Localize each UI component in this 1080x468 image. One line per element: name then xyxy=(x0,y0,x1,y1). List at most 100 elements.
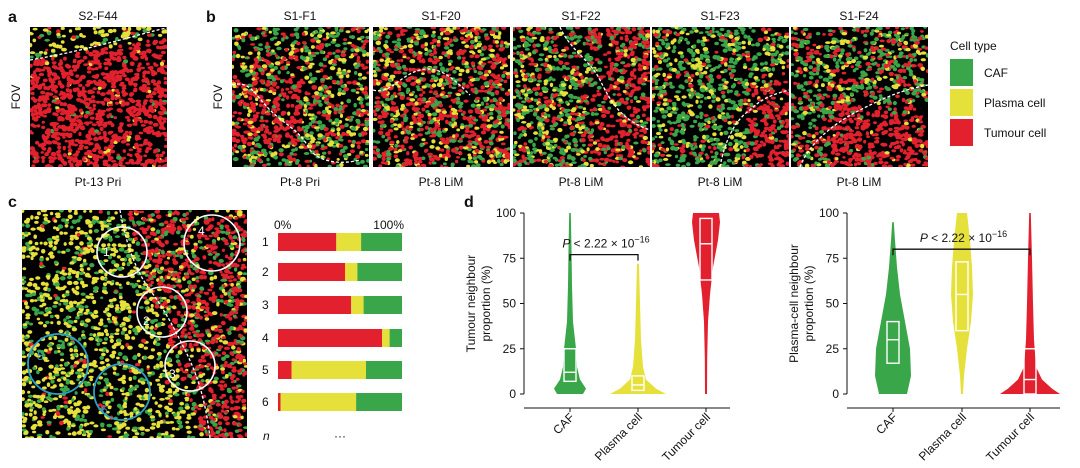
bar-segment-caf xyxy=(361,233,402,251)
neighbourhood-composition-bars: 1 2 3 4 5 6 xyxy=(262,233,402,411)
bar-segment-caf xyxy=(366,361,402,379)
panel-a-title: S2-F44 xyxy=(78,9,118,23)
tumour-boundary-line xyxy=(232,83,361,163)
fov-cells xyxy=(513,27,650,167)
bar-segment-tumour xyxy=(278,393,281,411)
violin-caf xyxy=(875,222,911,394)
box-iqr xyxy=(1023,348,1037,395)
p-value-label: P < 2.22 × 10−16 xyxy=(920,229,1007,245)
violin-plasma-cell xyxy=(610,263,666,394)
fov-image-s1-f24 xyxy=(791,27,928,167)
fov-image-s1-f1 xyxy=(232,27,369,167)
bar-row-label: 3 xyxy=(262,298,269,312)
panel-a-caption: Pt-13 Pri xyxy=(75,175,122,189)
neighbourhood-circle-5 xyxy=(27,333,89,395)
bar-segment-caf xyxy=(363,296,402,314)
fov-caption-2: Pt-8 LiM xyxy=(419,175,464,189)
fov-image-s1-f23 xyxy=(652,27,789,167)
bar-segment-plasma xyxy=(351,296,364,314)
bar-segment-tumour xyxy=(278,233,337,251)
neighbourhood-circle-6 xyxy=(93,363,151,421)
violin-chart-tumour-neighbour: 0 25 50 75 100 Tumour neighbourproportion (%)… xyxy=(464,206,730,464)
neighbourhood-circle-3 xyxy=(164,340,216,392)
panel-letter-b: b xyxy=(206,9,216,26)
bar-segment-plasma xyxy=(345,263,358,281)
circle-label-2: 2 xyxy=(143,314,150,328)
legend-swatch-caf xyxy=(950,59,973,86)
tumour-boundary-line xyxy=(559,27,650,131)
x-tick-label: CAF xyxy=(873,410,900,437)
y-tick-label: 25 xyxy=(503,342,517,356)
legend-label-caf: CAF xyxy=(984,66,1008,80)
bar-row-label: 6 xyxy=(262,395,269,409)
fov-cells xyxy=(232,27,369,167)
bar-segment-tumour xyxy=(278,296,352,314)
legend-swatch-plasma xyxy=(950,89,973,116)
neighbourhood-circle-1 xyxy=(96,226,148,278)
bar-segment-plasma xyxy=(280,393,357,411)
fov-cells xyxy=(652,27,789,167)
fov-caption-5: Pt-8 LiM xyxy=(837,175,882,189)
x-tick-label: Plasma cell xyxy=(916,410,969,463)
legend-label-tumour: Tumour cell xyxy=(984,126,1046,140)
y-tick-label: 100 xyxy=(496,206,516,220)
violin-plasma-cell xyxy=(951,213,973,394)
bar-row-label: 1 xyxy=(262,235,269,249)
violin-caf xyxy=(554,213,586,394)
x-tick-label: CAF xyxy=(550,410,577,437)
bars-axis-start: 0% xyxy=(274,218,292,232)
fov-image-s2-f44 xyxy=(30,27,167,167)
circle-label-3: 3 xyxy=(169,367,176,381)
significance-bracket xyxy=(892,248,1031,256)
legend-label-plasma: Plasma cell xyxy=(984,96,1045,110)
x-tick-label: Tumour cell xyxy=(659,410,713,464)
circle-label-1: 1 xyxy=(103,245,110,259)
y-tick-label: 0 xyxy=(509,387,516,401)
fov-title-2: S1-F20 xyxy=(421,9,461,23)
fov-cells xyxy=(791,27,928,167)
legend-swatch-tumour xyxy=(950,119,973,146)
neighbourhood-circles: 1 2 3 4 5 6 xyxy=(27,214,241,421)
bars-ellipsis: ··· xyxy=(334,429,346,443)
panel-b-ylabel: FOV xyxy=(211,85,225,110)
neighbourhood-fov-image xyxy=(22,210,247,438)
box-iqr xyxy=(699,217,713,281)
tumour-boundary-line xyxy=(373,68,471,96)
tumour-boundary-line xyxy=(799,84,928,167)
fov-title-1: S1-F1 xyxy=(284,9,317,23)
y-tick-label: 25 xyxy=(826,342,840,356)
bar-segment-caf xyxy=(356,393,402,411)
bar-segment-tumour xyxy=(278,263,345,281)
circle-label-4: 4 xyxy=(198,224,205,238)
p-value-label: P < 2.22 × 10−16 xyxy=(562,235,649,251)
bar-segment-caf xyxy=(389,329,402,347)
y-tick-label: 75 xyxy=(503,251,517,265)
y-tick-label: 50 xyxy=(503,297,517,311)
y-axis-label: Tumour neighbourproportion (%) xyxy=(464,255,493,353)
bar-row-label: 2 xyxy=(262,265,269,279)
violin-chart-plasma-neighbour: 0 25 50 75 100 Plasma-cell neighbourproportio… xyxy=(787,206,1060,464)
bar-segment-tumour xyxy=(278,361,292,379)
fov-image-s1-f22 xyxy=(513,27,650,167)
significance-bracket xyxy=(569,253,639,261)
panel-letter-d: d xyxy=(464,194,474,211)
x-tick-label: Tumour cell xyxy=(983,410,1037,464)
fov-title-4: S1-F23 xyxy=(700,9,740,23)
bar-segment-plasma xyxy=(291,361,366,379)
legend-title: Cell type xyxy=(950,39,997,53)
violin-tumour-cell xyxy=(692,213,720,394)
cell-type-legend: Cell type CAF Plasma cell Tumour cell xyxy=(950,39,1046,146)
panel-a-ylabel: FOV xyxy=(9,85,23,110)
bars-n-label: n xyxy=(263,429,270,443)
fov-caption-3: Pt-8 LiM xyxy=(559,175,604,189)
bar-row-label: 5 xyxy=(262,363,269,377)
neighbourhood-circle-4 xyxy=(183,214,241,272)
bar-segment-caf xyxy=(357,263,402,281)
y-tick-label: 50 xyxy=(826,297,840,311)
fov-caption-1: Pt-8 Pri xyxy=(280,175,320,189)
bar-segment-plasma xyxy=(336,233,362,251)
bar-row-label: 4 xyxy=(262,331,269,345)
tumour-boundary-line xyxy=(719,89,789,167)
y-axis-label: Plasma-cell neighbourproportion (%) xyxy=(787,244,816,363)
